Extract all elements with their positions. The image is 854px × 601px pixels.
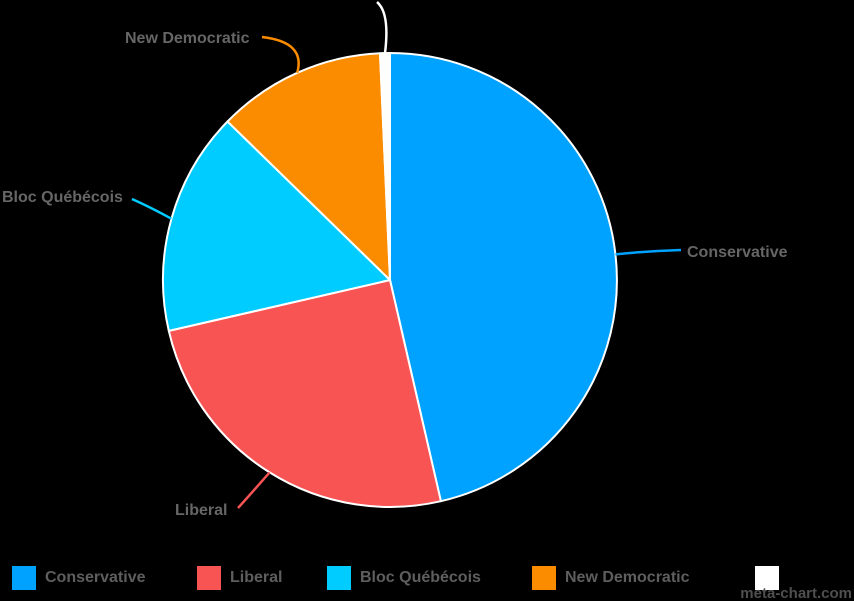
- legend-item-new-democratic[interactable]: New Democratic: [532, 566, 690, 590]
- pie-slice-conservative[interactable]: [389, 52, 618, 503]
- watermark-meta-chart: meta-chart.com: [740, 585, 852, 601]
- legend-item-other[interactable]: [755, 566, 788, 590]
- legend-item-conservative[interactable]: Conservative: [12, 566, 146, 590]
- legend-swatch-other: [755, 566, 779, 590]
- leader-line-bloc-quebecois: [131, 197, 172, 220]
- pie-slice-liberal[interactable]: [167, 279, 442, 508]
- legend-label-bloc-quebecois: Bloc Québécois: [360, 569, 481, 586]
- legend-item-bloc-quebecois[interactable]: Bloc Québécois: [327, 566, 481, 590]
- slice-label-conservative: Conservative: [687, 244, 788, 261]
- legend-swatch-new-democratic: [532, 566, 556, 590]
- legend-label-new-democratic: New Democratic: [565, 569, 690, 586]
- legend-swatch-bloc-quebecois: [327, 566, 351, 590]
- slice-label-bloc-quebecois: Bloc Québécois: [2, 189, 123, 206]
- legend-label-liberal: Liberal: [230, 569, 283, 586]
- leader-line-other: [376, 1, 388, 54]
- leader-line-conservative: [615, 248, 682, 256]
- leader-line-liberal: [237, 471, 271, 509]
- leader-line-new-democratic: [261, 35, 300, 74]
- legend-swatch-conservative: [12, 566, 36, 590]
- legend-swatch-liberal: [197, 566, 221, 590]
- legend-label-conservative: Conservative: [45, 569, 146, 586]
- legend-item-liberal[interactable]: Liberal: [197, 566, 282, 590]
- slice-label-new-democratic: New Democratic: [125, 30, 250, 47]
- slice-label-liberal: Liberal: [175, 502, 228, 519]
- pie-slice-bloc-quebecois[interactable]: [162, 120, 391, 332]
